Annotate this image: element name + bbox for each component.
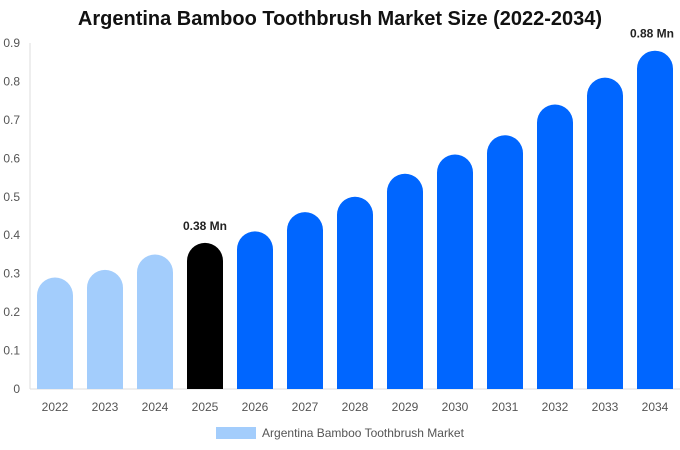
bar-2023	[87, 269, 123, 389]
bar-2027	[287, 212, 323, 389]
bar-2022	[37, 277, 73, 389]
x-tick-label: 2022	[42, 400, 69, 414]
y-tick-label: 0.7	[3, 113, 20, 127]
legend-swatch	[216, 427, 257, 439]
x-tick-label: 2033	[592, 400, 619, 414]
bar-2025	[187, 242, 223, 389]
y-tick-label: 0.6	[3, 151, 20, 165]
x-tick-label: 2032	[542, 400, 569, 414]
x-tick-label: 2023	[92, 400, 119, 414]
y-tick-label: 0.1	[3, 344, 20, 358]
y-tick-label: 0.9	[3, 36, 20, 50]
x-tick-label: 2028	[342, 400, 369, 414]
y-tick-label: 0.5	[3, 190, 20, 204]
bar-2032	[537, 104, 573, 389]
y-tick-label: 0.8	[3, 74, 20, 88]
bar-2029	[387, 173, 423, 389]
x-tick-label: 2024	[142, 400, 169, 414]
x-tick-label: 2029	[392, 400, 419, 414]
bar-2026	[237, 231, 273, 389]
bar-2033	[587, 77, 623, 389]
x-tick-label: 2027	[292, 400, 319, 414]
y-tick-label: 0.2	[3, 305, 20, 319]
x-tick-label: 2034	[642, 400, 669, 414]
x-tick-label: 2030	[442, 400, 469, 414]
y-tick-label: 0	[13, 382, 20, 396]
bar-2030	[437, 154, 473, 389]
y-tick-label: 0.4	[3, 228, 20, 242]
x-tick-label: 2025	[192, 400, 219, 414]
legend: Argentina Bamboo Toothbrush Market	[0, 426, 680, 440]
chart-title: Argentina Bamboo Toothbrush Market Size …	[77, 8, 603, 30]
bar-2024	[137, 254, 173, 389]
y-tick-label: 0.3	[3, 267, 20, 281]
x-tick-label: 2031	[492, 400, 519, 414]
data-label-2034: 0.88 Mn	[630, 27, 674, 41]
bar-2028	[337, 196, 373, 389]
legend-label: Argentina Bamboo Toothbrush Market	[262, 426, 464, 440]
data-label-2025: 0.38 Mn	[183, 219, 227, 233]
x-tick-label: 2026	[242, 400, 269, 414]
bar-2031	[487, 135, 523, 389]
bar-2034	[637, 50, 673, 389]
